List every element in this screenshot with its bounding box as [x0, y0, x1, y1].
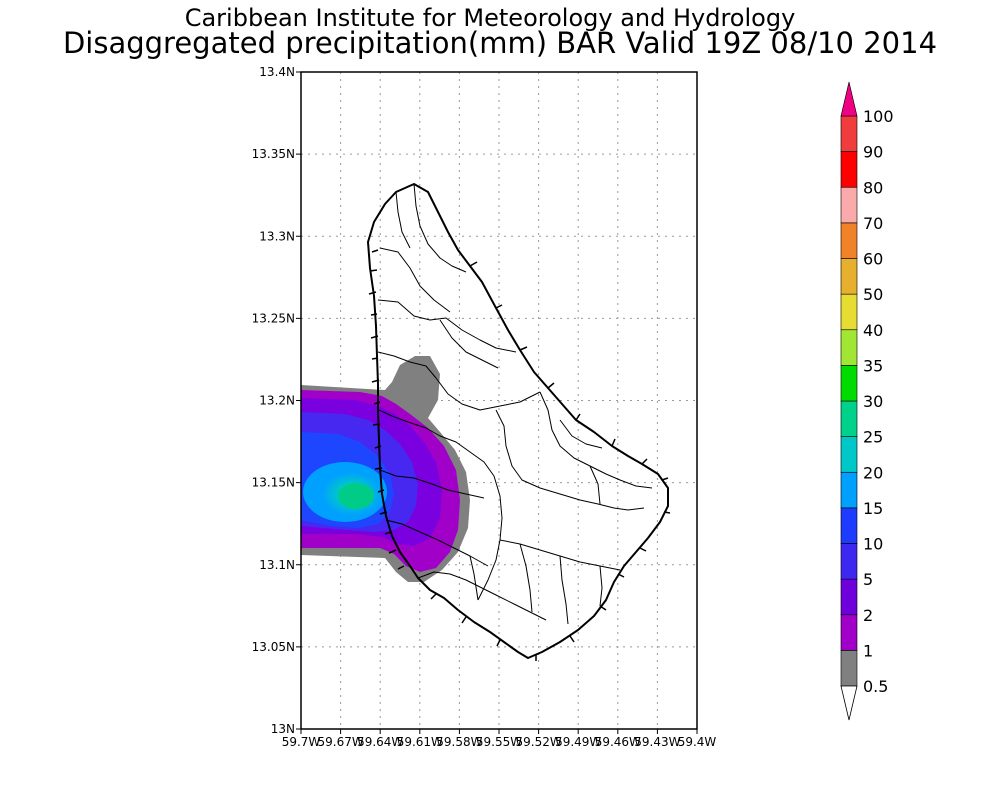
colorbar-upper-extension — [840, 81, 858, 117]
lon-tick-label: 59.4W — [678, 735, 717, 749]
colorbar-label: 70 — [863, 214, 883, 233]
chart-title-institute: Caribbean Institute for Meteorology and … — [184, 4, 796, 32]
lon-tick-label: 59.67W — [317, 735, 363, 749]
precip-band-25 — [338, 483, 374, 509]
colorbar-swatch — [840, 650, 858, 687]
colorbar-label: 1 — [863, 641, 873, 660]
colorbar-lower-extension — [840, 685, 858, 721]
lon-tick-label: 59.61W — [397, 735, 443, 749]
lat-tick-label: 13.35N — [252, 147, 295, 161]
lon-tick-label: 59.55W — [476, 735, 522, 749]
colorbar-label: 40 — [863, 321, 883, 340]
chart-title-product: Disaggregated precipitation(mm) BAR Vali… — [62, 26, 938, 60]
lon-tick-label: 59.46W — [595, 735, 641, 749]
colorbar-label: 25 — [863, 428, 883, 447]
lon-tick-label: 59.58W — [436, 735, 482, 749]
lat-tick-label: 13.1N — [259, 558, 295, 572]
colorbar-swatch — [840, 578, 858, 616]
colorbar-swatch — [840, 400, 858, 437]
colorbar-label: 50 — [863, 285, 883, 304]
colorbar-label: 2 — [863, 606, 873, 625]
colorbar-label: 5 — [863, 570, 873, 589]
colorbar-label: 30 — [863, 392, 883, 411]
colorbar-swatch — [840, 222, 858, 259]
lat-tick-label: 13.25N — [252, 311, 295, 325]
colorbar-swatch — [840, 186, 858, 224]
colorbar-swatch — [840, 436, 858, 473]
colorbar-label: 0.5 — [863, 677, 888, 696]
colorbar-label: 100 — [863, 107, 894, 126]
colorbar-label: 10 — [863, 535, 883, 554]
colorbar-swatch — [840, 471, 858, 509]
colorbar-label: 80 — [863, 178, 883, 197]
colorbar-swatch — [840, 507, 858, 544]
colorbar-swatch — [840, 293, 858, 331]
lat-tick-label: 13N — [271, 722, 295, 736]
colorbar-label: 15 — [863, 499, 883, 518]
colorbar-label: 60 — [863, 250, 883, 269]
lat-tick-label: 13.3N — [259, 229, 295, 243]
colorbar-swatch — [840, 543, 858, 580]
lon-tick-label: 59.64W — [357, 735, 403, 749]
lon-tick-label: 59.52W — [515, 735, 561, 749]
island-outline — [367, 183, 671, 661]
colorbar-label: 35 — [863, 356, 883, 375]
precipitation-field — [301, 356, 470, 582]
colorbar-swatch — [840, 151, 858, 188]
colorbar-swatch — [840, 614, 858, 651]
lat-tick-label: 13.4N — [259, 65, 295, 79]
lon-tick-label: 59.7W — [282, 735, 321, 749]
colorbar-swatch — [840, 115, 858, 152]
longitude-axis: 59.7W59.67W59.64W59.61W59.58W59.55W59.52… — [282, 729, 717, 749]
latitude-axis: 13N 13.05N 13.1N 13.15N 13.2N 13.25N 13.3N 13.3… — [252, 65, 301, 736]
lat-tick-label: 13.05N — [252, 640, 295, 654]
colorbar-swatch — [840, 329, 858, 366]
graticule — [301, 72, 697, 729]
colorbar-swatch — [840, 258, 858, 295]
colorbar-label: 20 — [863, 463, 883, 482]
lon-tick-label: 59.49W — [555, 735, 601, 749]
lat-tick-label: 13.15N — [252, 476, 295, 490]
lon-tick-label: 59.43W — [634, 735, 680, 749]
lat-tick-label: 13.2N — [259, 394, 295, 408]
colorbar-label: 90 — [863, 143, 883, 162]
colorbar-swatch — [840, 365, 858, 402]
